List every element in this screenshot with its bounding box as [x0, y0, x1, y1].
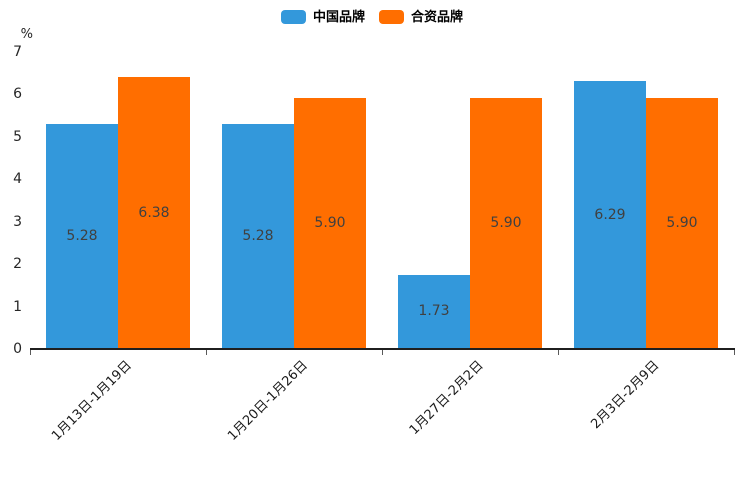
bar-value-label: 5.28 — [66, 227, 98, 244]
bar-value-label: 5.28 — [242, 227, 274, 244]
x-axis-tick — [206, 350, 207, 355]
legend-label: 合资品牌 — [411, 9, 464, 25]
y-tick-label: 2 — [13, 256, 22, 273]
bar-value-label: 6.29 — [594, 206, 626, 223]
bar-value-label: 1.73 — [418, 303, 450, 320]
bar-series1 — [398, 274, 470, 348]
bar-value-label: 5.90 — [314, 214, 346, 231]
y-tick-label: 4 — [13, 171, 22, 188]
bar-series1 — [46, 123, 118, 348]
x-tick-label: 1月27日-2月2日 — [406, 358, 487, 438]
bar-series1 — [222, 123, 294, 348]
bar-series2 — [646, 97, 718, 348]
x-axis-tick — [734, 350, 735, 355]
bar-value-label: 6.38 — [138, 204, 170, 221]
x-tick-label: 2月3日-2月9日 — [588, 358, 663, 433]
y-tick-label: 3 — [13, 213, 22, 230]
x-axis-tick — [30, 350, 31, 355]
y-tick-label: 0 — [13, 341, 22, 357]
legend-swatch — [280, 10, 306, 24]
y-tick-label: 1 — [13, 298, 22, 315]
x-tick-label: 1月20日-1月26日 — [224, 358, 311, 444]
bar-series2 — [294, 97, 366, 348]
legend-item: 合资品牌 — [379, 10, 463, 24]
legend-item: 中国品牌 — [280, 9, 365, 25]
x-tick-label: 1月13日-1月19日 — [48, 358, 135, 444]
bar-series2 — [470, 97, 542, 348]
bar-value-label: 5.90 — [666, 214, 698, 231]
legend: 中国品牌 合资品牌 — [0, 10, 744, 24]
x-axis-line — [30, 348, 735, 350]
y-tick-label: 7 — [13, 44, 22, 60]
bar-series2 — [118, 77, 190, 348]
y-tick-label: 5 — [13, 128, 22, 145]
y-tick-label: 6 — [13, 86, 22, 103]
bar-value-label: 5.90 — [490, 214, 522, 231]
x-axis-tick — [382, 350, 383, 355]
bar-series1 — [574, 81, 646, 348]
legend-label: 中国品牌 — [312, 9, 365, 25]
legend-swatch — [379, 10, 404, 24]
y-axis-unit-label: % — [20, 27, 33, 42]
x-axis-tick — [558, 350, 559, 355]
